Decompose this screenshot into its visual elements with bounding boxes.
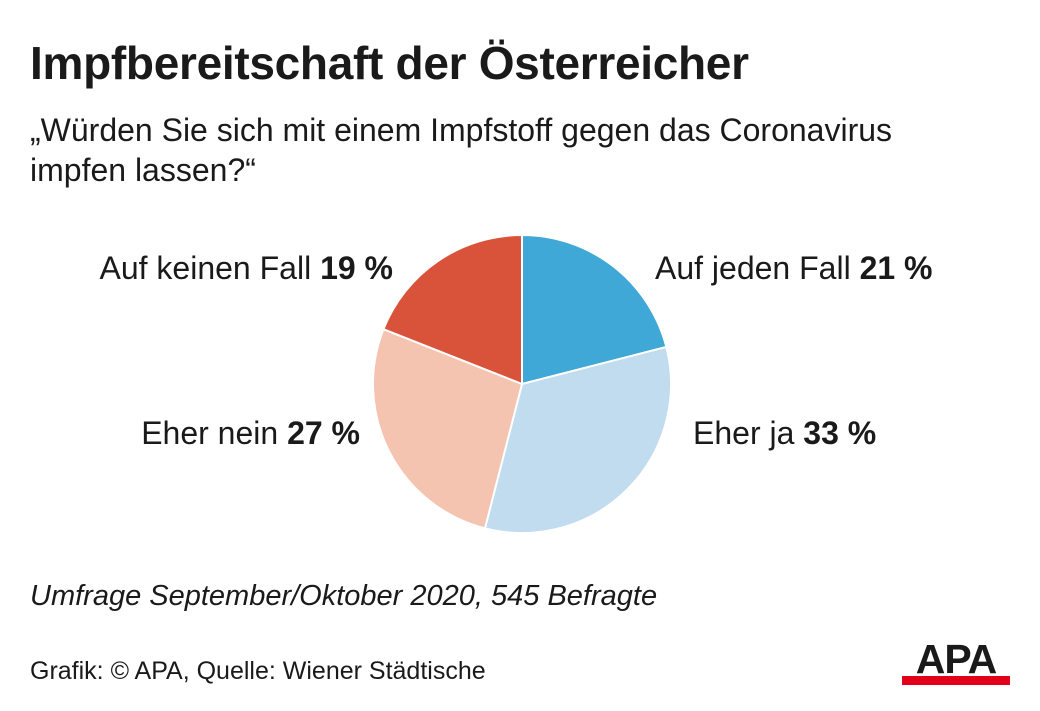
label-eher-ja: Eher ja 33 % [693, 415, 876, 452]
label-auf-keinen-fall: Auf keinen Fall 19 % [100, 250, 394, 287]
chart-subtitle: „Würden Sie sich mit einem Impfstoff geg… [30, 112, 893, 188]
slice-value-text: 19 % [320, 250, 393, 286]
slice-value-text: 21 % [859, 250, 933, 286]
slice-value-text: 27 % [287, 415, 360, 451]
survey-note: Umfrage September/Oktober 2020, 545 Befr… [30, 580, 658, 612]
slice-label-text: Auf jeden Fall [655, 250, 851, 286]
source-credit: Grafik: © APA, Quelle: Wiener Städtische [30, 657, 486, 685]
label-eher-nein: Eher nein 27 % [141, 415, 360, 452]
slice-value-text: 33 % [803, 415, 877, 451]
slice-label-text: Auf keinen Fall [99, 250, 312, 286]
chart-title: Impfbereitschaft der Österreicher [30, 37, 749, 89]
slice-label-text: Eher nein [141, 415, 279, 451]
svg-text:APA: APA [916, 638, 997, 682]
slice-eher-nein [372, 327, 524, 530]
slice-label-text: Eher ja [693, 415, 795, 451]
slice-eher-ja [483, 345, 672, 534]
slice-auf-jeden-fall [521, 233, 668, 386]
label-auf-jeden-fall: Auf jeden Fall 21 % [655, 250, 933, 287]
slice-auf-keinen-fall [382, 233, 523, 386]
apa-logo: APA [902, 638, 1010, 685]
